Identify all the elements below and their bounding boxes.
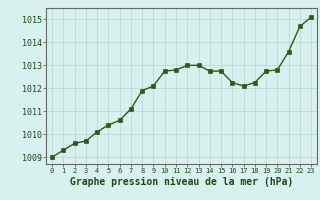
X-axis label: Graphe pression niveau de la mer (hPa): Graphe pression niveau de la mer (hPa) — [70, 177, 293, 187]
